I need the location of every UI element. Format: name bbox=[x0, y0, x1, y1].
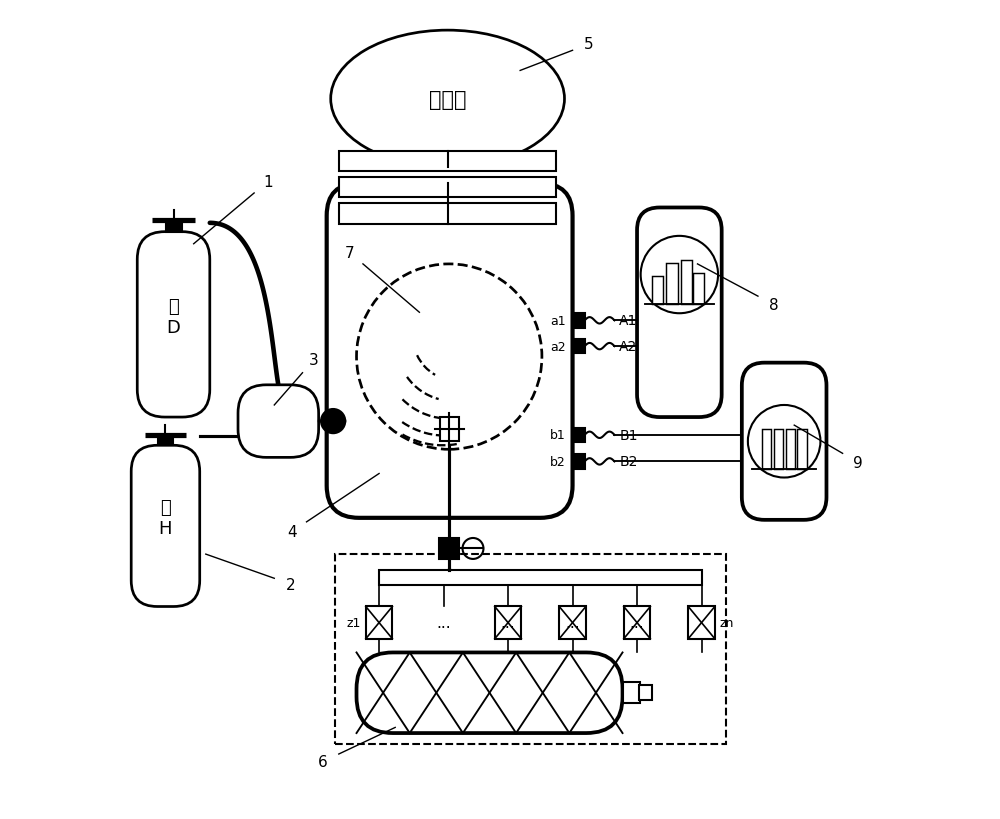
Bar bbox=[639, 686, 652, 700]
Text: a2: a2 bbox=[550, 340, 566, 353]
Bar bbox=[623, 682, 640, 704]
Text: 集热器: 集热器 bbox=[429, 89, 466, 110]
Text: A2: A2 bbox=[619, 340, 638, 354]
Text: 氢
H: 氢 H bbox=[159, 499, 172, 537]
Text: ...: ... bbox=[565, 615, 580, 631]
Bar bbox=[693, 274, 704, 304]
Bar bbox=[495, 607, 521, 639]
Text: 7: 7 bbox=[345, 246, 354, 260]
Bar bbox=[573, 314, 585, 328]
Bar bbox=[573, 428, 585, 442]
Bar bbox=[688, 607, 715, 639]
Bar bbox=[166, 220, 182, 233]
Bar bbox=[440, 418, 459, 441]
Text: 2: 2 bbox=[286, 577, 296, 592]
Bar bbox=[439, 539, 459, 559]
Bar bbox=[573, 339, 585, 354]
Text: 4: 4 bbox=[287, 524, 297, 540]
Text: a1: a1 bbox=[550, 314, 566, 328]
FancyBboxPatch shape bbox=[137, 233, 210, 418]
Text: b1: b1 bbox=[550, 429, 566, 441]
Text: 5: 5 bbox=[584, 38, 594, 52]
Text: B2: B2 bbox=[619, 455, 638, 468]
Bar bbox=[379, 571, 702, 585]
Text: 1: 1 bbox=[263, 174, 273, 190]
FancyBboxPatch shape bbox=[131, 446, 200, 607]
Text: ...: ... bbox=[436, 615, 451, 631]
Bar bbox=[339, 178, 556, 198]
Text: ...: ... bbox=[501, 615, 515, 631]
Bar bbox=[681, 260, 692, 304]
FancyBboxPatch shape bbox=[357, 653, 623, 733]
FancyBboxPatch shape bbox=[637, 208, 722, 418]
Text: 9: 9 bbox=[853, 455, 863, 470]
Text: zn: zn bbox=[719, 617, 734, 629]
FancyBboxPatch shape bbox=[238, 386, 319, 458]
Bar bbox=[652, 277, 663, 304]
Text: b2: b2 bbox=[550, 455, 566, 468]
Bar bbox=[339, 152, 556, 172]
Ellipse shape bbox=[321, 410, 345, 433]
Bar bbox=[339, 204, 556, 224]
Bar bbox=[797, 430, 807, 470]
Bar bbox=[559, 607, 586, 639]
Bar bbox=[624, 607, 650, 639]
Text: 6: 6 bbox=[318, 754, 328, 769]
FancyBboxPatch shape bbox=[327, 184, 573, 518]
FancyBboxPatch shape bbox=[742, 363, 826, 520]
Text: ...: ... bbox=[630, 615, 644, 631]
Ellipse shape bbox=[331, 31, 564, 168]
Text: z1: z1 bbox=[347, 617, 361, 629]
Text: 氯
D: 氯 D bbox=[167, 297, 180, 337]
Bar bbox=[762, 430, 771, 470]
Bar bbox=[774, 430, 783, 470]
Bar bbox=[366, 607, 392, 639]
Bar bbox=[335, 554, 726, 744]
Bar bbox=[786, 430, 795, 470]
Text: 3: 3 bbox=[309, 352, 319, 368]
Text: B1: B1 bbox=[619, 428, 638, 442]
Text: A1: A1 bbox=[619, 314, 638, 328]
Bar bbox=[158, 435, 173, 446]
Bar bbox=[666, 264, 678, 304]
Text: 8: 8 bbox=[769, 297, 778, 313]
Bar bbox=[573, 455, 585, 469]
